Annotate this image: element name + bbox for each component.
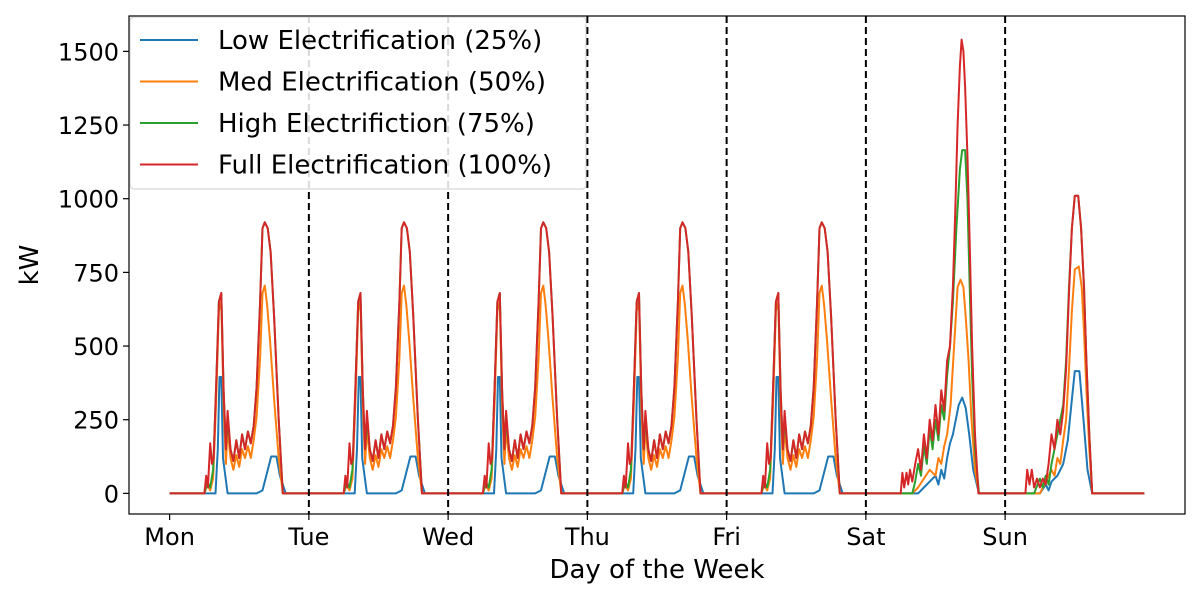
y-tick-label: 250 <box>73 407 119 435</box>
series-layer <box>169 38 1145 495</box>
legend-label: High Electrifiction (75%) <box>218 109 535 139</box>
y-tick-label: 1500 <box>58 38 119 66</box>
series-line-3 <box>169 149 1145 495</box>
x-tick-label: Sat <box>846 523 885 551</box>
x-tick-label: Fri <box>712 523 741 551</box>
y-tick-label: 500 <box>73 333 119 361</box>
legend: Low Electrification (25%) Med Electrifica… <box>129 16 587 190</box>
plot-frame <box>128 15 1186 515</box>
series-line-1 <box>169 370 1145 495</box>
x-tick-label: Tue <box>287 523 329 551</box>
legend-label: Full Electrification (100%) <box>218 151 552 181</box>
series-line-4 <box>169 38 1145 495</box>
y-axis-label: kW <box>15 245 45 286</box>
x-tick-label: Wed <box>422 523 474 551</box>
x-axis: Mon Tue Wed Thu Fri Sat Sun <box>144 514 1028 551</box>
y-tick-label: 0 <box>104 480 119 508</box>
x-tick-label: Thu <box>564 523 610 551</box>
y-tick-label: 1000 <box>58 186 119 214</box>
x-axis-label: Day of the Week <box>549 555 764 585</box>
y-tick-label: 750 <box>73 259 119 287</box>
x-tick-label: Mon <box>144 523 195 551</box>
y-axis: 0 250 500 750 1000 1250 1500 <box>58 38 129 508</box>
series-line-2 <box>169 265 1145 495</box>
y-tick-label: 1250 <box>58 112 119 140</box>
legend-box <box>129 16 587 190</box>
x-tick-label: Sun <box>982 523 1028 551</box>
legend-label: Med Electrification (50%) <box>218 68 546 98</box>
legend-label: Low Electrification (25%) <box>218 26 542 56</box>
